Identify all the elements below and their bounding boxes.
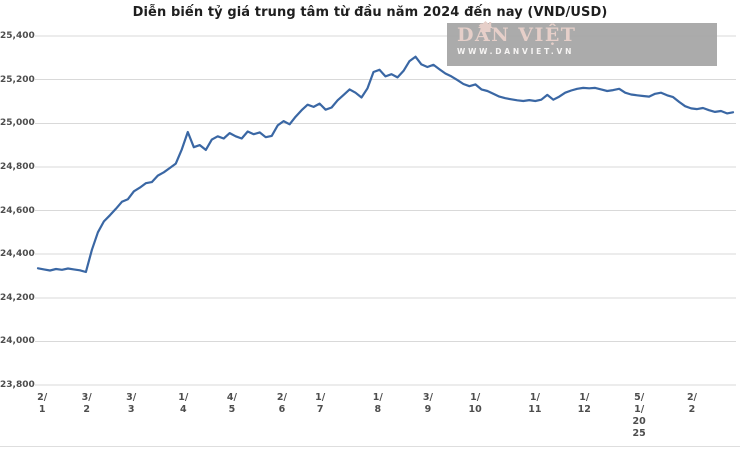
x-tick-label: 1/ 10: [468, 392, 482, 415]
x-tick-label: 1/ 4: [178, 392, 189, 415]
watermark-url: WWW.DANVIET.VN: [457, 47, 575, 56]
x-tick-label: 1/ 7: [315, 392, 326, 415]
x-tick-label: 1/ 8: [372, 392, 383, 415]
y-tick-label: 25,200: [0, 74, 35, 85]
watermark-brand: DÂN VIỆT: [457, 21, 576, 46]
chart-title: Diễn biến tỷ giá trung tâm từ đầu năm 20…: [132, 5, 608, 20]
chart-bottom-border: [0, 446, 740, 447]
x-tick-label: 2/ 6: [276, 392, 287, 415]
y-tick-label: 24,200: [0, 292, 35, 303]
y-tick-label: 23,800: [0, 380, 35, 390]
exchange-rate-line: [36, 55, 735, 274]
x-tick-label: 3/ 9: [422, 392, 433, 415]
x-tick-label: 2/ 1: [37, 392, 48, 415]
x-tick-label: 4/ 5: [226, 392, 237, 415]
x-tick-label: 1/ 11: [528, 392, 542, 415]
y-tick-label: 24,800: [0, 161, 35, 172]
y-tick-label: 24,400: [0, 249, 35, 260]
y-tick-label: 25,000: [0, 118, 35, 129]
x-tick-label: 5/ 1/ 20 25: [632, 392, 646, 439]
y-tick-label: 25,400: [0, 31, 35, 41]
x-tick-label: 1/ 12: [577, 392, 591, 415]
x-tick-label: 3/ 3: [126, 392, 137, 415]
x-tick-label: 2/ 2: [686, 392, 698, 415]
x-tick-label: 3/ 2: [81, 392, 92, 415]
watermark: DÂN VIỆT WWW.DANVIET.VN: [447, 21, 717, 66]
y-tick-label: 24,600: [0, 205, 35, 216]
house-icon: [478, 21, 493, 32]
y-tick-label: 24,000: [0, 336, 35, 347]
